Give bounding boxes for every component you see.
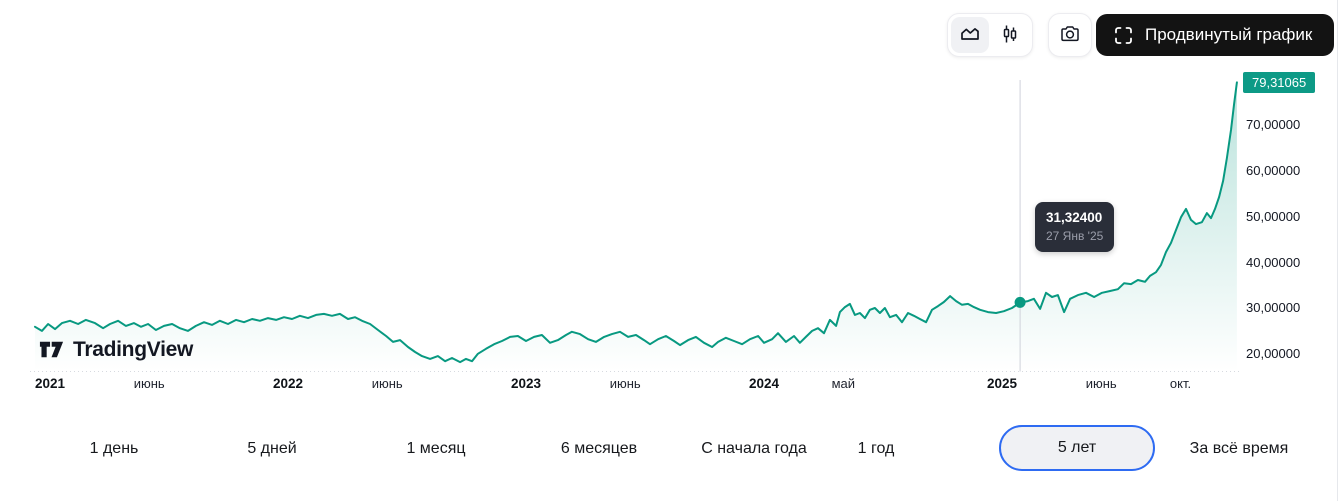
tradingview-logo-text: TradingView bbox=[73, 337, 194, 361]
camera-icon bbox=[1058, 22, 1082, 49]
candlestick-icon bbox=[998, 22, 1022, 49]
range-selector-row: 1 день 5 дней 1 месяц 6 месяцев С начала год… bbox=[0, 419, 1337, 479]
x-axis-tick: 2025 bbox=[986, 376, 1018, 391]
x-axis-tick: окт. bbox=[1169, 376, 1192, 391]
y-axis-tick: 20,00000 bbox=[1246, 346, 1301, 362]
area-chart-toggle-button[interactable] bbox=[951, 17, 989, 53]
range-button-1-месяц[interactable]: 1 месяц bbox=[406, 433, 465, 465]
last-price-label: 79,31065 bbox=[1252, 74, 1307, 90]
fullscreen-brackets-icon bbox=[1113, 25, 1134, 46]
crosshair-tooltip: 31,32400 27 Янв '25 bbox=[1035, 202, 1115, 252]
area-fill bbox=[35, 82, 1237, 372]
tooltip-price: 31,32400 bbox=[1046, 210, 1103, 225]
candlestick-toggle-button[interactable] bbox=[991, 17, 1029, 53]
x-axis-tick: 2023 bbox=[510, 376, 542, 391]
advanced-chart-button[interactable]: Продвинутый график bbox=[1096, 14, 1335, 56]
x-axis-tick: 2022 bbox=[272, 376, 304, 391]
crosshair-dot bbox=[1014, 296, 1026, 308]
y-axis-tick: 60,00000 bbox=[1246, 162, 1301, 178]
x-axis-tick: 2024 bbox=[748, 376, 780, 391]
area-chart-icon bbox=[958, 22, 982, 49]
x-axis-tick: июнь bbox=[133, 376, 165, 391]
screenshot-button[interactable] bbox=[1048, 13, 1092, 57]
tooltip-date: 27 Янв '25 bbox=[1046, 229, 1104, 243]
range-button-с-начала-года[interactable]: С начала года bbox=[701, 433, 807, 465]
x-axis-tick: июнь bbox=[609, 376, 641, 391]
tradingview-logo[interactable]: TradingView bbox=[38, 336, 193, 363]
range-button-5-дней[interactable]: 5 дней bbox=[247, 433, 296, 465]
x-axis-tick: 2021 bbox=[34, 376, 66, 391]
x-axis-tick: июнь bbox=[371, 376, 403, 391]
range-button-5-лет[interactable]: 5 лет bbox=[999, 425, 1155, 471]
y-axis-tick: 30,00000 bbox=[1246, 300, 1301, 316]
advanced-chart-button-label: Продвинутый график bbox=[1145, 25, 1313, 44]
range-button-за-всё-время[interactable]: За всё время bbox=[1190, 433, 1289, 465]
tradingview-logo-icon bbox=[38, 336, 65, 363]
range-button-1-год[interactable]: 1 год bbox=[858, 433, 895, 465]
range-button-6-месяцев[interactable]: 6 месяцев bbox=[561, 433, 637, 465]
price-line bbox=[34, 81, 1238, 364]
x-axis-tick: июнь bbox=[1085, 376, 1117, 391]
y-axis-tick: 70,00000 bbox=[1246, 117, 1301, 132]
y-axis-tick: 40,00000 bbox=[1246, 254, 1301, 270]
range-button-1-день[interactable]: 1 день bbox=[90, 433, 139, 465]
y-axis-tick: 50,00000 bbox=[1246, 208, 1301, 224]
chart-type-toggle-group bbox=[947, 13, 1033, 57]
x-axis-tick: май bbox=[831, 376, 856, 391]
last-price-badge: 79,31065 bbox=[1243, 71, 1316, 93]
